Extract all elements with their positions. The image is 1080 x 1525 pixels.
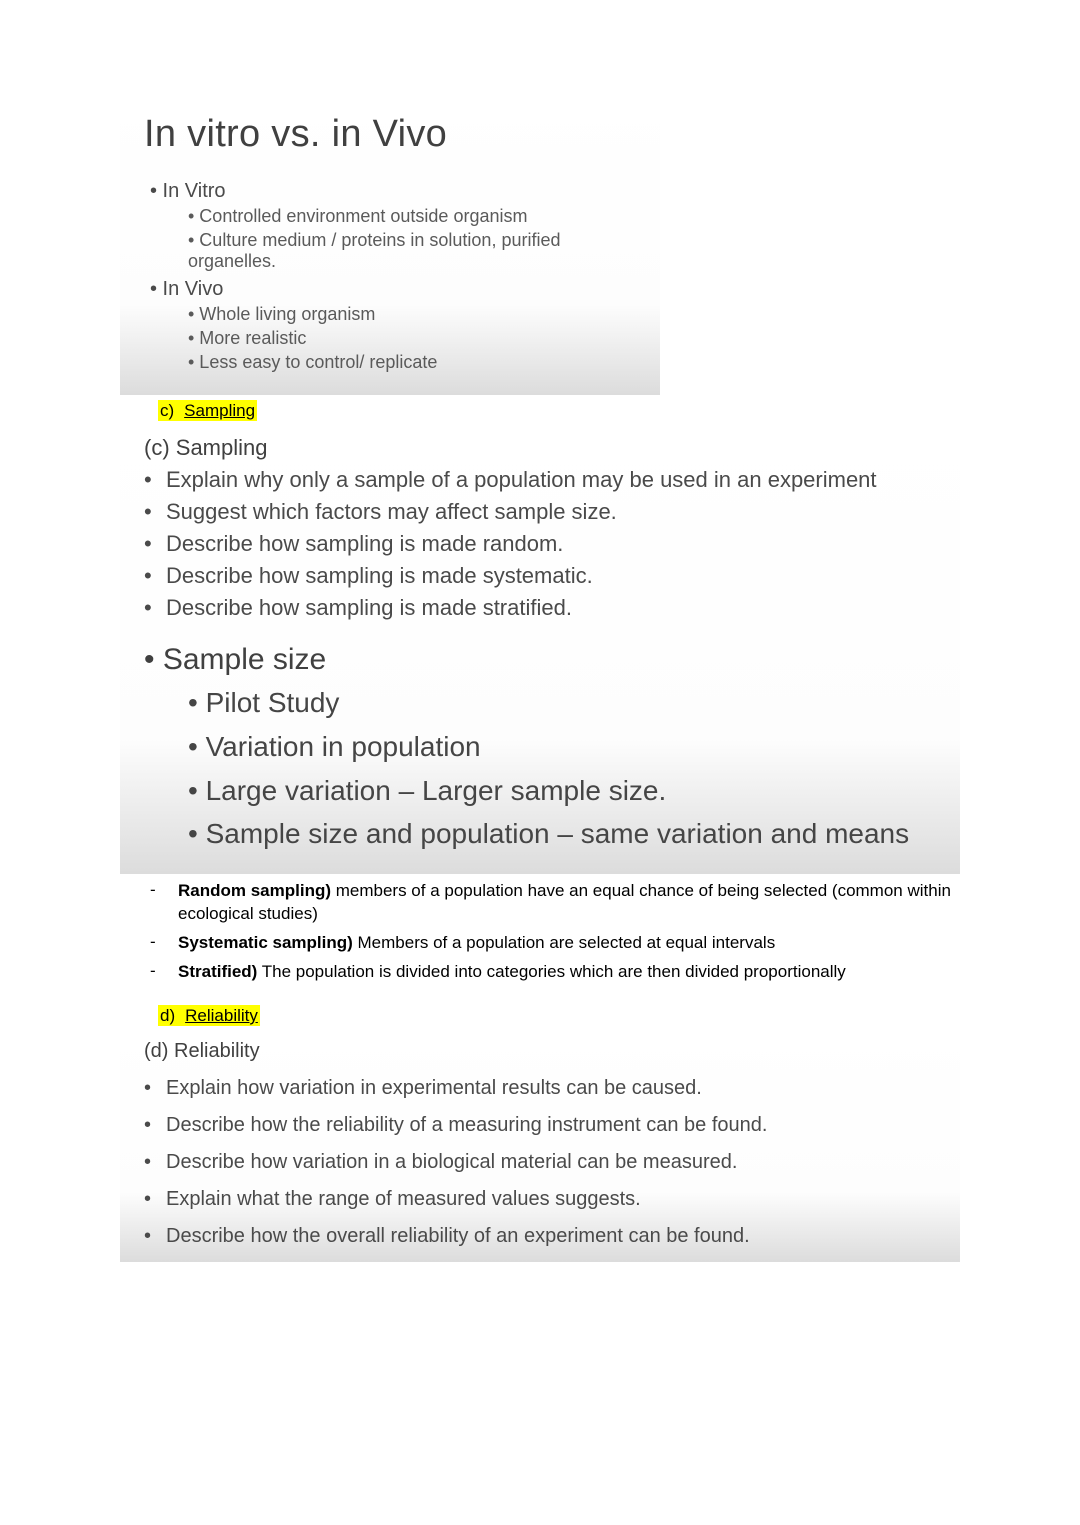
bullet-invivo-sub: • Less easy to control/ replicate [188,352,636,373]
reliability-item: •Explain how variation in experimental r… [144,1077,936,1100]
section-d-title: Reliability [185,1006,258,1025]
sample-size-item: • Sample size and population – same vari… [188,816,936,852]
objective-item: •Describe how sampling is made systemati… [144,563,936,589]
sample-size-item: • Large variation – Larger sample size. [188,773,936,809]
bullet-invitro-head: • In Vitro [150,180,636,203]
objective-item: •Describe how sampling is made random. [144,531,936,557]
slide-invitro-invivo: In vitro vs. in Vivo • In Vitro • Contro… [120,95,660,395]
definition-random: - Random sampling) members of a populati… [150,880,960,926]
bullet-invivo-sub: • More realistic [188,328,636,349]
objective-item: •Explain why only a sample of a populati… [144,467,936,493]
section-c-title: Sampling [184,401,255,420]
sample-size-item: • Pilot Study [188,685,936,721]
sample-size-title: • Sample size [144,643,936,677]
slide-sampling-objectives: (c) Sampling •Explain why only a sample … [120,425,960,874]
section-c-highlight: c) Sampling [158,401,960,421]
reliability-subhead: (d) Reliability [144,1040,936,1063]
objective-item: •Suggest which factors may affect sample… [144,499,936,525]
sample-size-item: • Variation in population [188,729,936,765]
section-c-label: c) [160,401,174,420]
definition-stratified: - Stratified) The population is divided … [150,961,960,984]
slide-title: In vitro vs. in Vivo [144,113,636,156]
definition-systematic: - Systematic sampling) Members of a popu… [150,932,960,955]
reliability-item: •Describe how the overall reliability of… [144,1225,936,1248]
objective-item: •Describe how sampling is made stratifie… [144,595,936,621]
bullet-invivo-head: • In Vivo [150,278,636,301]
slide-reliability: (d) Reliability •Explain how variation i… [120,1030,960,1262]
reliability-item: •Explain what the range of measured valu… [144,1188,936,1211]
section-d-highlight: d) Reliability [158,1006,960,1026]
bullet-invitro-sub: • Controlled environment outside organis… [188,206,636,227]
section-d-label: d) [160,1006,175,1025]
reliability-item: •Describe how the reliability of a measu… [144,1114,936,1137]
bullet-invivo-sub: • Whole living organism [188,304,636,325]
bullet-invitro-sub: • Culture medium / proteins in solution,… [188,230,636,272]
sampling-subhead: (c) Sampling [144,435,936,461]
reliability-item: •Describe how variation in a biological … [144,1151,936,1174]
